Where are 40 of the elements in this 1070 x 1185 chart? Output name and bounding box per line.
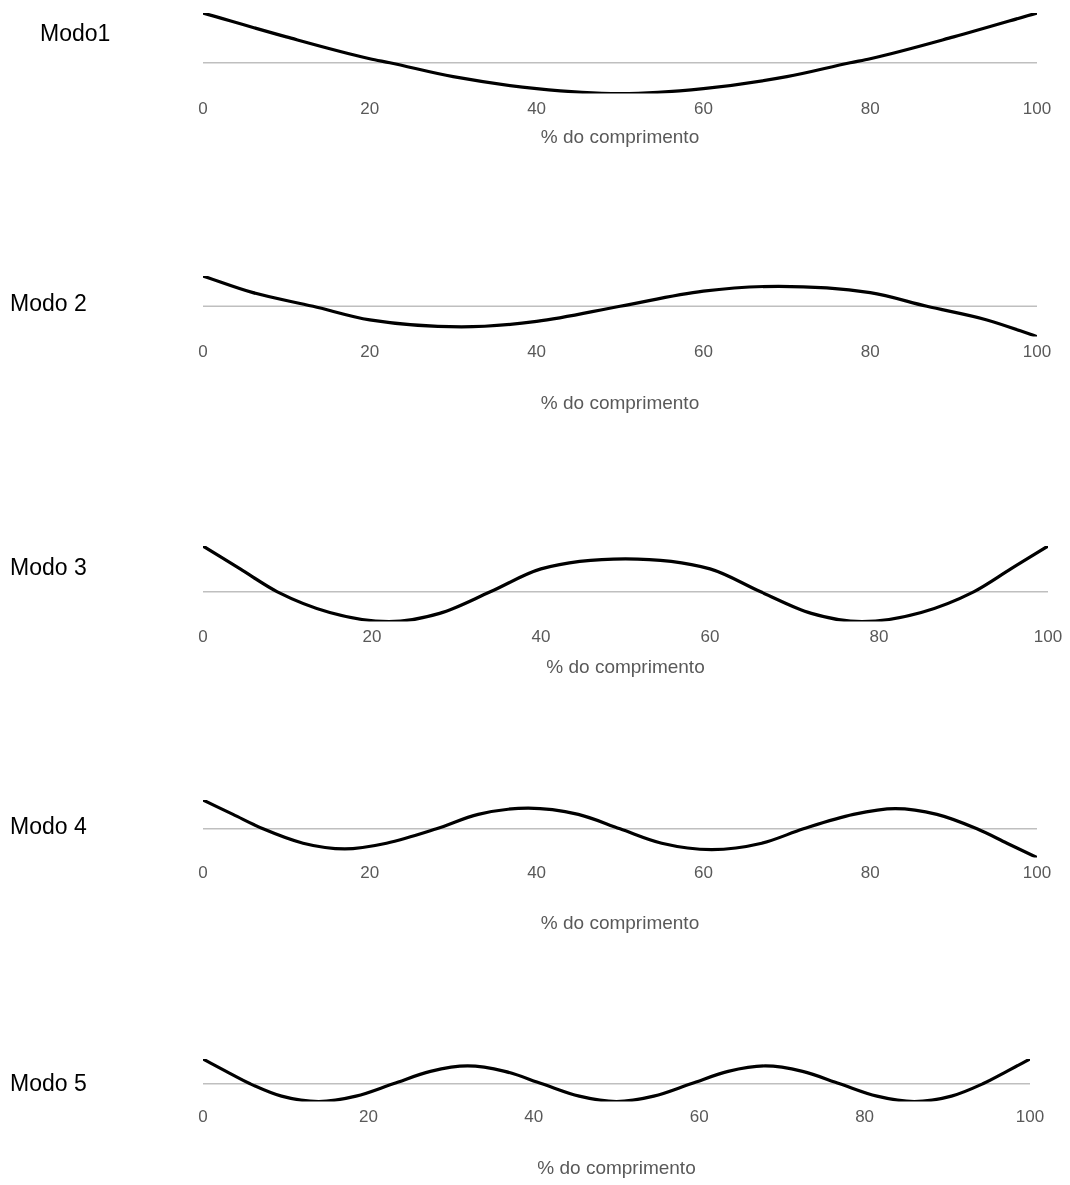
x-tick-label: 80 [860,99,880,119]
x-tick-label: 100 [1022,342,1052,362]
x-tick-label: 0 [198,99,208,119]
x-axis-title: % do comprimento [540,392,700,414]
chart-title: Modo1 [40,20,111,47]
x-tick-label: 100 [1033,627,1063,647]
x-tick-label: 100 [1022,863,1052,883]
x-tick-label: 0 [198,627,208,647]
x-tick-label: 60 [693,342,713,362]
x-tick-label: 40 [524,1107,544,1127]
x-tick-label: 20 [358,1107,378,1127]
x-tick-label: 0 [198,342,208,362]
x-axis-title: % do comprimento [537,1157,696,1179]
x-axis-title: % do comprimento [540,912,700,934]
x-tick-label: 80 [860,863,880,883]
x-tick-label: 60 [689,1107,709,1127]
x-axis-title: % do comprimento [540,126,700,148]
x-tick-label: 100 [1015,1107,1045,1127]
x-tick-label: 60 [693,99,713,119]
x-tick-label: 60 [700,627,720,647]
text: Modo 4 [10,813,87,840]
chart-title: Modo 3 [10,554,87,581]
x-tick-label: 80 [855,1107,875,1127]
x-tick-label: 80 [860,342,880,362]
x-tick-label: 0 [198,863,208,883]
x-tick-label: 40 [527,863,547,883]
x-axis-title: % do comprimento [546,656,705,678]
x-tick-label: 20 [360,99,380,119]
x-tick-label: 40 [527,99,547,119]
x-tick-label: 40 [527,342,547,362]
text: Modo 2 [10,290,87,317]
x-tick-label: 20 [360,342,380,362]
x-tick-label: 100 [1022,99,1052,119]
x-tick-label: 60 [693,863,713,883]
x-tick-label: 0 [198,1107,208,1127]
x-tick-label: 80 [869,627,889,647]
x-tick-label: 40 [531,627,551,647]
x-tick-label: 20 [360,863,380,883]
text: Modo 5 [10,1070,87,1097]
x-tick-label: 20 [362,627,382,647]
